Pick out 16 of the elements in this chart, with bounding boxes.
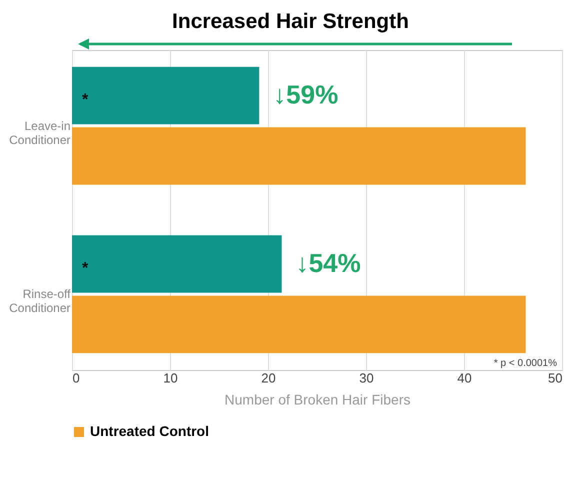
annotation: * <box>82 92 89 109</box>
annotation: ↓54% <box>296 248 361 278</box>
x-tick-label: 20 <box>261 370 276 386</box>
x-tick-label: 30 <box>359 370 374 386</box>
x-axis-title: Number of Broken Hair Fibers <box>224 392 410 408</box>
y-tick-label: Leave-in Conditioner <box>9 118 70 147</box>
legend-label: Untreated Control <box>90 423 209 439</box>
x-tick-label: 10 <box>163 370 178 386</box>
x-tick-label: 50 <box>548 370 562 386</box>
x-tick-label: 40 <box>457 370 472 386</box>
annotation: ↓59% <box>273 80 338 110</box>
chart-title: Increased Hair Strength <box>171 10 410 35</box>
y-tick-label: Rinse-off Conditioner <box>9 287 72 316</box>
x-tick-label: 0 <box>72 370 80 386</box>
annotation: * <box>82 260 89 277</box>
annotation: * p < 0.0001% <box>494 358 558 369</box>
